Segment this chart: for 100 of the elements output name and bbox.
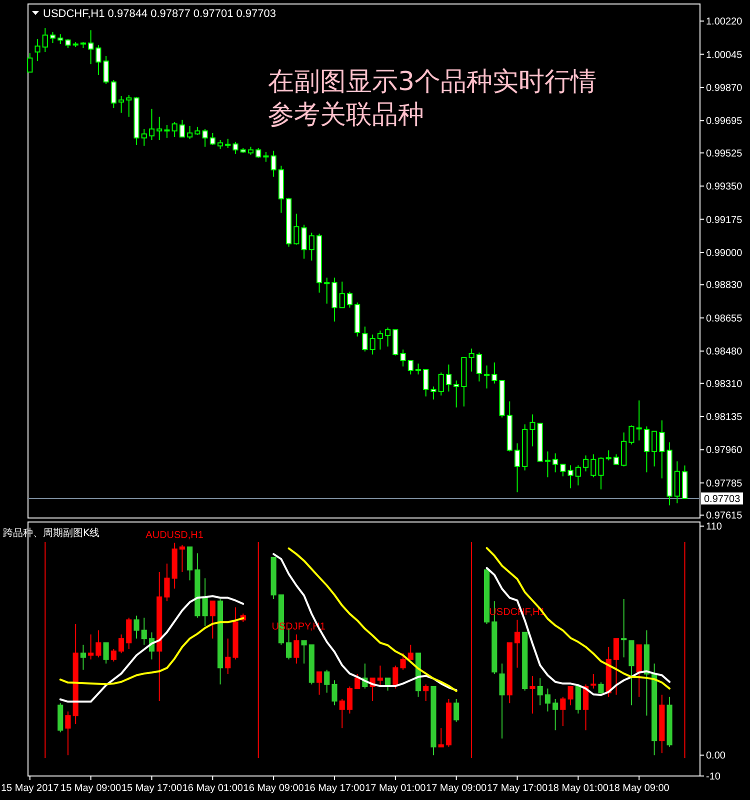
candlestick [118, 95, 124, 114]
candlestick [202, 578, 208, 627]
candlestick [316, 671, 322, 696]
annotation: 在副图显示3个品种实时行情 [268, 67, 597, 97]
candlestick [58, 34, 64, 45]
candlestick [514, 442, 520, 493]
candlestick [187, 125, 193, 140]
candlestick [110, 648, 116, 662]
x-tick-label: 15 May 17:00 [121, 783, 182, 794]
candlestick [256, 147, 262, 158]
candlestick [339, 281, 345, 308]
candlestick [652, 430, 658, 467]
candlestick [126, 617, 132, 650]
candlestick [187, 546, 193, 581]
candlestick [575, 684, 581, 714]
y-tick-label: 110 [706, 522, 722, 533]
candlestick [621, 432, 627, 467]
candlestick [438, 728, 444, 748]
candlestick [598, 682, 604, 696]
candlestick [400, 349, 406, 367]
candlestick [141, 617, 147, 646]
candlestick [88, 30, 94, 65]
candlestick [568, 464, 574, 489]
x-tick-label: 18 May 01:00 [548, 783, 609, 794]
line-series [486, 547, 671, 690]
candlestick [96, 630, 102, 658]
y-tick-label: 0.98310 [706, 378, 743, 390]
candlestick [110, 80, 116, 108]
candlestick [370, 334, 376, 356]
candlestick [590, 673, 596, 690]
y-tick-label: 0.99350 [706, 182, 743, 193]
y-tick-label: 0.98655 [706, 313, 743, 324]
candlestick [598, 456, 604, 490]
y-tick-label: 0.97960 [706, 445, 743, 456]
candlestick [613, 638, 620, 696]
candlestick [446, 364, 452, 392]
candlestick [408, 360, 414, 375]
candlestick [560, 464, 566, 477]
candlestick [202, 128, 208, 148]
candlestick [179, 544, 185, 572]
candlestick [134, 615, 140, 640]
candlestick [210, 132, 216, 146]
candlestick [50, 32, 56, 44]
candlestick [308, 232, 314, 262]
candlestick [568, 686, 574, 706]
candlestick [141, 128, 147, 146]
y-tick-label: 0.99000 [706, 248, 743, 259]
candlestick [552, 452, 558, 473]
candlestick [172, 121, 178, 138]
candlestick [294, 634, 300, 664]
x-tick-label: 17 May 17:00 [486, 783, 548, 794]
candlestick [362, 326, 368, 352]
candlestick [377, 330, 383, 350]
x-tick-label: 17 May 01:00 [365, 783, 426, 794]
candlestick [423, 684, 429, 702]
candlestick [530, 414, 536, 447]
y-tick-label: 0.00 [706, 750, 726, 762]
candlestick [392, 665, 398, 690]
candlestick [575, 464, 581, 486]
candlestick [263, 151, 269, 162]
candlestick [468, 348, 474, 372]
candlestick [324, 669, 330, 694]
candlestick [210, 600, 216, 640]
candlestick [324, 277, 330, 304]
candlestick [118, 634, 124, 654]
candlestick [514, 619, 520, 668]
y-tick-label: 0.98830 [706, 280, 743, 292]
candlestick [476, 352, 482, 382]
candlestick [96, 44, 102, 76]
candlestick [544, 450, 550, 478]
candlestick [34, 38, 40, 62]
x-tick-label: 16 May 09:00 [243, 783, 304, 794]
candlestick [294, 213, 300, 246]
line-series [59, 617, 244, 686]
candlestick [103, 55, 109, 85]
y-tick-label: 1.00045 [706, 50, 743, 61]
x-tick-label: 16 May 01:00 [182, 783, 244, 794]
candlestick [301, 640, 307, 664]
candlestick [582, 454, 589, 472]
y-tick-label: 0.97615 [706, 510, 743, 522]
y-tick-label: 1.00220 [706, 16, 743, 28]
candlestick [270, 150, 276, 178]
candlestick [225, 138, 231, 148]
x-tick-label: 18 May 09:00 [608, 783, 670, 794]
candlestick [346, 291, 353, 308]
candlestick [544, 688, 550, 712]
candlestick [499, 663, 505, 740]
candlestick [492, 362, 498, 384]
ref-line-label: 0.97703 [704, 494, 741, 505]
candlestick [88, 634, 94, 660]
candlestick [415, 363, 422, 375]
candlestick [454, 698, 460, 722]
candlestick [377, 665, 383, 687]
candlestick [65, 710, 71, 756]
y-tick-label: 0.99870 [706, 82, 743, 94]
candlestick [613, 454, 620, 465]
candlestick [232, 141, 238, 154]
candlestick [339, 698, 345, 729]
candlestick [628, 424, 634, 445]
chart-title: USDCHF,H1 0.97844 0.97877 0.97701 0.97703 [43, 8, 276, 20]
